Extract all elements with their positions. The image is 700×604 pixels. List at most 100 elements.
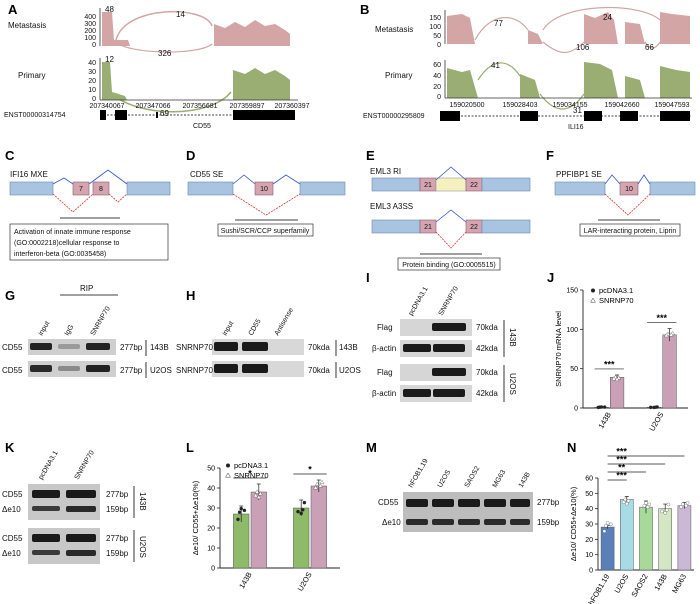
y-tick-label: 50: [207, 466, 215, 473]
met-tick: 150: [429, 15, 441, 22]
pri-tick: 10: [88, 87, 96, 94]
y-tick-label: 30: [207, 506, 215, 513]
y-tick-label: 0: [589, 568, 593, 575]
data-point: [652, 405, 656, 410]
rip-label: RIP: [80, 284, 93, 293]
row-label: CD55: [378, 498, 399, 507]
data-point: [626, 499, 631, 503]
met-tick: 50: [433, 33, 441, 40]
data-point: [663, 511, 667, 515]
lane-label: input: [222, 320, 236, 337]
data-point: [242, 508, 247, 513]
data-point: [296, 509, 300, 514]
cell-line-label: U2OS: [508, 373, 517, 395]
pri-tick: 40: [88, 60, 96, 67]
panel-letter-g: G: [5, 288, 15, 303]
row-label: CD55: [2, 343, 23, 352]
bar-pcdna31: [233, 513, 250, 569]
panel-n: N 0 10 20 30 40 50 60 Δe10/ CD55+Δe10(%) hFOB1.1…: [567, 440, 694, 604]
panel-e: E EML3 RI 21 22 EML3 A3SS 21 22 Protein …: [366, 148, 531, 271]
transcript-id-b: ENST00000295809: [363, 113, 425, 120]
annotation-line: interferon-beta (GO:0035458): [14, 251, 106, 258]
data-point: [655, 405, 659, 409]
bar-snrnp70: [662, 334, 677, 409]
metastasis-label-b: Metastasis: [375, 25, 413, 34]
data-point: [665, 508, 669, 512]
met-tick: 0: [92, 42, 96, 49]
y-axis-label: Δe10/ CD55+Δe10(%): [569, 486, 578, 561]
data-point: [237, 510, 242, 514]
row-label: Flag: [377, 323, 393, 332]
significance-marker: ***: [616, 455, 627, 465]
size-label: 277bp: [106, 490, 129, 499]
cell-line-label: 143B: [138, 492, 147, 511]
data-point: [236, 517, 240, 522]
bar: [620, 499, 634, 571]
lane-label: CD55: [248, 318, 263, 337]
lane-label: pcDNA3.1: [408, 286, 430, 317]
data-point: [660, 509, 664, 514]
chart-l: 0 10 20 30 40 50 Δe10/ CD55+Δe10(%) * 143B * U2OS p…: [191, 461, 340, 593]
size-label: 277bp: [120, 343, 143, 352]
annotation-text: Sushi/SCR/CCP superfamily: [221, 228, 310, 235]
lane-label: pcDNA3.1: [38, 450, 60, 481]
panel-d: D CD55 SE 10 Sushi/SCR/CCP superfamily: [186, 148, 346, 237]
lane-label: input: [38, 320, 52, 337]
panel-letter-m: M: [366, 440, 377, 455]
row-label: Δe10: [2, 549, 21, 558]
x-tick-label: hFOB1.19: [586, 573, 611, 604]
cell-line-label: 143B: [339, 343, 358, 352]
data-point: [611, 376, 617, 381]
size-label: 277bp: [106, 534, 129, 543]
y-tick-label: 10: [207, 546, 215, 553]
size-label: 70kda: [476, 323, 498, 332]
significance-marker: ***: [656, 313, 667, 323]
coord-tick: 207360397: [274, 103, 309, 110]
x-tick-label: MG63: [670, 573, 688, 595]
data-point: [614, 376, 620, 381]
junction-count: 77: [494, 19, 503, 28]
legend-label: SNRNP70: [234, 471, 269, 480]
y-tick-label: 40: [207, 486, 215, 493]
row-label: Flag: [377, 368, 393, 377]
data-point: [319, 479, 325, 484]
cell-line-label: 143B: [508, 328, 517, 347]
annotation-line: (GO:0002218)cellular response to: [14, 240, 120, 247]
data-point: [299, 511, 303, 516]
metastasis-label-a: Metastasis: [8, 21, 46, 30]
lane-label: U2OS: [437, 469, 453, 489]
bar: [658, 508, 672, 571]
pri-tick: 20: [433, 84, 441, 91]
y-tick-label: 40: [585, 506, 593, 513]
pri-tick: 30: [88, 69, 96, 76]
data-point: [602, 529, 607, 533]
exon-label: 10: [625, 186, 633, 193]
panel-i: I pcDNA3.1 SNRNP70 Flag β-actin Flag β-a…: [366, 270, 517, 402]
y-tick-label: 50: [570, 366, 578, 373]
row-label: Δe10: [382, 518, 401, 527]
row-label: CD55: [2, 490, 23, 499]
exon-label: 21: [424, 224, 432, 231]
met-tick: 200: [84, 28, 96, 35]
legend-marker: [225, 472, 231, 478]
coord-tick: 159020500: [449, 102, 484, 109]
significance-marker: ***: [616, 471, 627, 481]
bar: [677, 505, 692, 571]
y-tick-label: 50: [585, 491, 593, 498]
data-point: [625, 501, 629, 506]
exon-label: 22: [470, 224, 478, 231]
data-point: [254, 489, 260, 494]
size-label: 42kda: [476, 389, 498, 398]
annotation-text: Protein binding (GO:0005515): [402, 262, 495, 269]
data-point: [644, 501, 648, 505]
lane-label: 143B: [518, 471, 532, 489]
y-tick-label: 150: [566, 288, 578, 295]
row-label: SNRNP70: [176, 366, 213, 375]
pri-tick: 60: [433, 62, 441, 69]
pri-tick: 0: [92, 96, 96, 103]
data-point: [602, 405, 607, 409]
data-point: [253, 493, 258, 498]
junction-count: 69: [160, 109, 169, 118]
data-point: [648, 405, 653, 410]
